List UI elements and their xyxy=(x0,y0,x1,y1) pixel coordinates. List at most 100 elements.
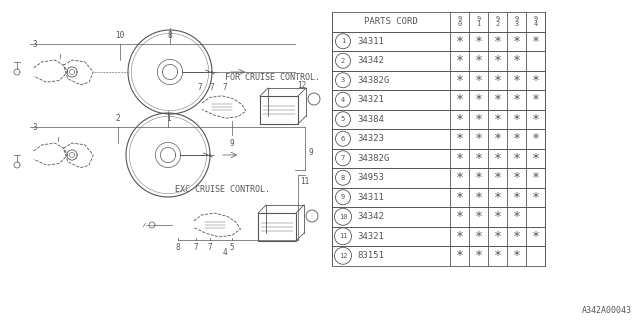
Text: *: * xyxy=(493,35,502,48)
Text: 3: 3 xyxy=(341,77,345,83)
Text: *: * xyxy=(456,210,463,223)
Text: *: * xyxy=(531,152,540,165)
Text: *: * xyxy=(456,113,463,126)
Text: 34311: 34311 xyxy=(357,37,384,46)
Text: *: * xyxy=(474,54,483,67)
Bar xyxy=(332,70,545,90)
Text: *: * xyxy=(456,249,463,262)
Text: *: * xyxy=(493,113,502,126)
Text: *: * xyxy=(474,249,483,262)
Text: *: * xyxy=(456,35,463,48)
Text: 11: 11 xyxy=(339,233,348,239)
Text: 6: 6 xyxy=(341,136,345,142)
Text: 34382G: 34382G xyxy=(357,76,389,85)
Text: 9
1: 9 1 xyxy=(476,16,481,27)
Text: *: * xyxy=(513,132,520,145)
Bar xyxy=(332,227,545,246)
Text: *: * xyxy=(513,249,520,262)
Text: *: * xyxy=(456,171,463,184)
Text: *: * xyxy=(513,210,520,223)
Text: *: * xyxy=(474,210,483,223)
Text: 8: 8 xyxy=(176,243,180,252)
Text: *: * xyxy=(493,230,502,243)
Text: FOR CRUISE CONTROL.: FOR CRUISE CONTROL. xyxy=(225,73,320,82)
Text: *: * xyxy=(474,93,483,106)
Text: 9: 9 xyxy=(308,148,312,156)
Bar xyxy=(332,188,545,207)
Text: *: * xyxy=(513,171,520,184)
Bar xyxy=(332,51,545,70)
Text: 7: 7 xyxy=(223,83,227,92)
Text: 4: 4 xyxy=(341,97,345,103)
Text: *: * xyxy=(531,113,540,126)
Text: *: * xyxy=(531,230,540,243)
Text: *: * xyxy=(493,132,502,145)
Text: *: * xyxy=(456,132,463,145)
Text: 9
2: 9 2 xyxy=(495,16,500,27)
Text: 34321: 34321 xyxy=(357,232,384,241)
Bar xyxy=(332,246,545,266)
Text: *: * xyxy=(531,93,540,106)
Text: *: * xyxy=(456,93,463,106)
Bar xyxy=(258,213,296,241)
Text: 34342: 34342 xyxy=(357,212,384,221)
Text: 9
4: 9 4 xyxy=(533,16,538,27)
Text: *: * xyxy=(513,191,520,204)
Text: 8: 8 xyxy=(168,31,172,40)
Text: 1: 1 xyxy=(341,38,345,44)
Text: 3: 3 xyxy=(32,39,36,49)
Text: 9: 9 xyxy=(230,139,234,148)
Text: 9
3: 9 3 xyxy=(515,16,518,27)
Text: 11: 11 xyxy=(300,177,310,186)
Text: *: * xyxy=(474,191,483,204)
Bar xyxy=(332,148,545,168)
Text: 7: 7 xyxy=(210,83,214,92)
Text: 7: 7 xyxy=(341,155,345,161)
Text: *: * xyxy=(513,113,520,126)
Text: *: * xyxy=(513,93,520,106)
Text: *: * xyxy=(531,191,540,204)
Text: *: * xyxy=(456,54,463,67)
Text: 10: 10 xyxy=(339,214,348,220)
Text: 7: 7 xyxy=(208,243,212,252)
Text: 7: 7 xyxy=(194,243,198,252)
Text: 1: 1 xyxy=(166,114,170,123)
Text: *: * xyxy=(493,54,502,67)
Text: *: * xyxy=(513,152,520,165)
Text: *: * xyxy=(474,132,483,145)
Text: 34382G: 34382G xyxy=(357,154,389,163)
Text: 9: 9 xyxy=(341,194,345,200)
Text: *: * xyxy=(493,191,502,204)
Text: *: * xyxy=(456,152,463,165)
Text: 8: 8 xyxy=(341,175,345,181)
Text: *: * xyxy=(493,74,502,87)
Bar xyxy=(332,207,545,227)
Bar xyxy=(332,31,545,51)
Text: *: * xyxy=(456,74,463,87)
Text: 5: 5 xyxy=(230,243,234,252)
Text: *: * xyxy=(493,93,502,106)
Bar xyxy=(332,12,545,31)
Text: *: * xyxy=(513,35,520,48)
Text: 12: 12 xyxy=(339,253,348,259)
Bar xyxy=(332,90,545,109)
Text: *: * xyxy=(493,249,502,262)
Text: *: * xyxy=(531,35,540,48)
Text: *: * xyxy=(513,230,520,243)
Text: 83151: 83151 xyxy=(357,251,384,260)
Text: 9
0: 9 0 xyxy=(458,16,461,27)
Text: *: * xyxy=(456,230,463,243)
Text: *: * xyxy=(531,171,540,184)
Text: *: * xyxy=(493,152,502,165)
Bar xyxy=(332,109,545,129)
Text: 2: 2 xyxy=(116,114,120,123)
Text: *: * xyxy=(474,230,483,243)
Text: *: * xyxy=(531,132,540,145)
Text: *: * xyxy=(493,171,502,184)
Text: PARTS CORD: PARTS CORD xyxy=(364,17,418,26)
Text: 2: 2 xyxy=(341,58,345,64)
Bar xyxy=(332,129,545,148)
Bar xyxy=(260,96,298,124)
Text: 34342: 34342 xyxy=(357,56,384,65)
Text: *: * xyxy=(474,35,483,48)
